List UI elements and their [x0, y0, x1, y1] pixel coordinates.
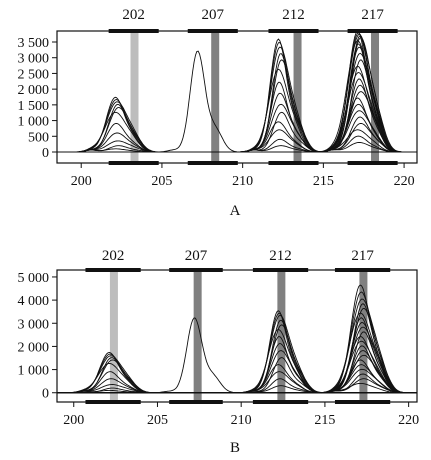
panel-b: 0 1 000 2 000 3 000 4 000 5 000 200 205 210 215 22… [18, 248, 420, 456]
marker-band-217 [371, 32, 380, 162]
marker-bar-bottom-212 [252, 400, 309, 404]
x-tick-label: 205 [151, 174, 172, 189]
marker-bar-top-207 [187, 29, 238, 33]
x-tick-label: 210 [232, 174, 253, 189]
marker-bar-top-212 [252, 268, 309, 272]
marker-bar-top-202 [85, 268, 141, 272]
marker-band-212 [277, 271, 286, 401]
trace-217-21 [57, 135, 417, 153]
marker-label-207: 207 [185, 248, 208, 264]
marker-bar-bottom-212 [268, 161, 319, 165]
marker-band-212 [293, 32, 302, 162]
marker-bar-bottom-202 [85, 400, 141, 404]
x-tick-label: 220 [394, 174, 415, 189]
y-tick-label: 1 000 [18, 364, 50, 379]
y-tick-label: 3 000 [18, 317, 50, 332]
y-tick-label: 2 000 [18, 83, 50, 98]
panel-label: B [230, 440, 240, 456]
y-tick-label: 4 000 [18, 294, 50, 309]
y-tick-label: 3 500 [18, 36, 50, 51]
marker-bar-bottom-207 [187, 161, 238, 165]
y-tick-label: 2 000 [18, 340, 50, 355]
y-tick-label: 0 [42, 387, 49, 402]
marker-label-202: 202 [122, 7, 145, 23]
trace-217-0 [57, 30, 417, 153]
y-tick-label: 500 [28, 130, 49, 145]
y-tick-label: 2 500 [18, 67, 50, 82]
x-tick-label: 210 [231, 413, 252, 428]
marker-band-207 [193, 271, 202, 401]
x-tick-label: 220 [398, 413, 419, 428]
plot-frame [56, 269, 418, 403]
y-tick-label: 0 [42, 146, 49, 161]
marker-label-212: 212 [282, 7, 305, 23]
trace-202-1 [57, 99, 417, 153]
marker-label-217: 217 [361, 7, 384, 23]
y-tick-label: 3 000 [18, 52, 50, 67]
marker-label-207: 207 [202, 7, 225, 23]
marker-bar-bottom-202 [108, 161, 159, 165]
marker-bar-top-217 [334, 268, 391, 272]
marker-bar-top-217 [347, 29, 398, 33]
marker-band-202 [130, 32, 139, 162]
marker-bar-bottom-217 [334, 400, 391, 404]
trace-207-0 [57, 50, 417, 153]
trace-217-18 [57, 116, 417, 153]
marker-bar-top-202 [108, 29, 159, 33]
marker-band-217 [359, 271, 368, 401]
x-tick-label: 215 [314, 413, 335, 428]
trace-212-5 [57, 68, 417, 153]
y-tick-label: 1 000 [18, 115, 50, 130]
marker-bar-top-207 [169, 268, 223, 272]
trace-212-12 [57, 138, 417, 153]
marker-label-202: 202 [102, 248, 125, 264]
marker-bar-top-212 [268, 29, 319, 33]
x-tick-label: 205 [147, 413, 168, 428]
trace-217-22 [57, 142, 417, 153]
x-tick-label: 200 [71, 174, 92, 189]
marker-band-202 [109, 271, 118, 401]
y-tick-label: 5 000 [18, 271, 50, 286]
trace-217-20 [57, 382, 417, 394]
trace-202-4 [57, 107, 417, 153]
x-tick-label: 215 [313, 174, 334, 189]
marker-bar-bottom-207 [169, 400, 223, 404]
marker-label-217: 217 [351, 248, 374, 264]
marker-band-207 [211, 32, 220, 162]
y-tick-label: 1 500 [18, 99, 50, 114]
x-tick-label: 200 [63, 413, 84, 428]
marker-label-212: 212 [269, 248, 292, 264]
marker-bar-bottom-217 [347, 161, 398, 165]
panel-label: A [230, 203, 241, 219]
